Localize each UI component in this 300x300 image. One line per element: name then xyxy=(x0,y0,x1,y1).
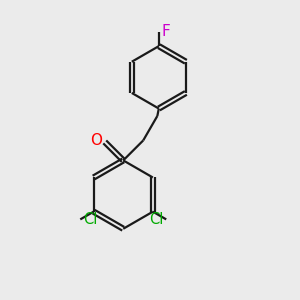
Text: O: O xyxy=(90,133,102,148)
Text: Cl: Cl xyxy=(82,212,97,227)
Text: Cl: Cl xyxy=(149,212,164,227)
Text: F: F xyxy=(161,24,170,39)
